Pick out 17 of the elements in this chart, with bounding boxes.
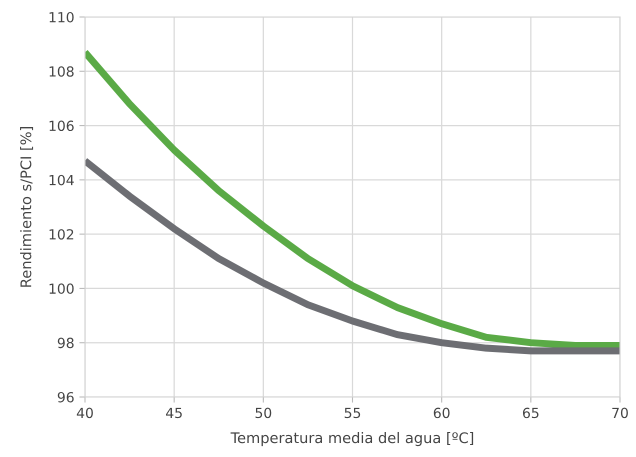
x-tick-label: 50 [256,408,272,418]
x-tick-label: 70 [612,408,628,418]
y-tick-label: 104 [50,174,74,186]
x-tick-label: 45 [166,408,182,418]
x-axis-title: Temperatura media del agua [ºC] [230,432,474,446]
y-tick-label: 106 [50,120,74,132]
y-tick-label: 98 [58,338,74,348]
y-tick-label: 108 [50,66,74,77]
y-tick-label: 96 [58,392,74,402]
y-axis-title: Rendimiento s/PCI [%] [20,127,34,287]
x-tick-label: 65 [522,408,538,418]
y-tick-label: 100 [50,283,74,294]
x-tick-label: 55 [344,408,360,418]
y-tick-label: 102 [50,229,74,240]
x-tick-label: 60 [434,408,450,418]
y-tick-label: 110 [50,12,74,22]
x-tick-label: 40 [76,408,93,418]
